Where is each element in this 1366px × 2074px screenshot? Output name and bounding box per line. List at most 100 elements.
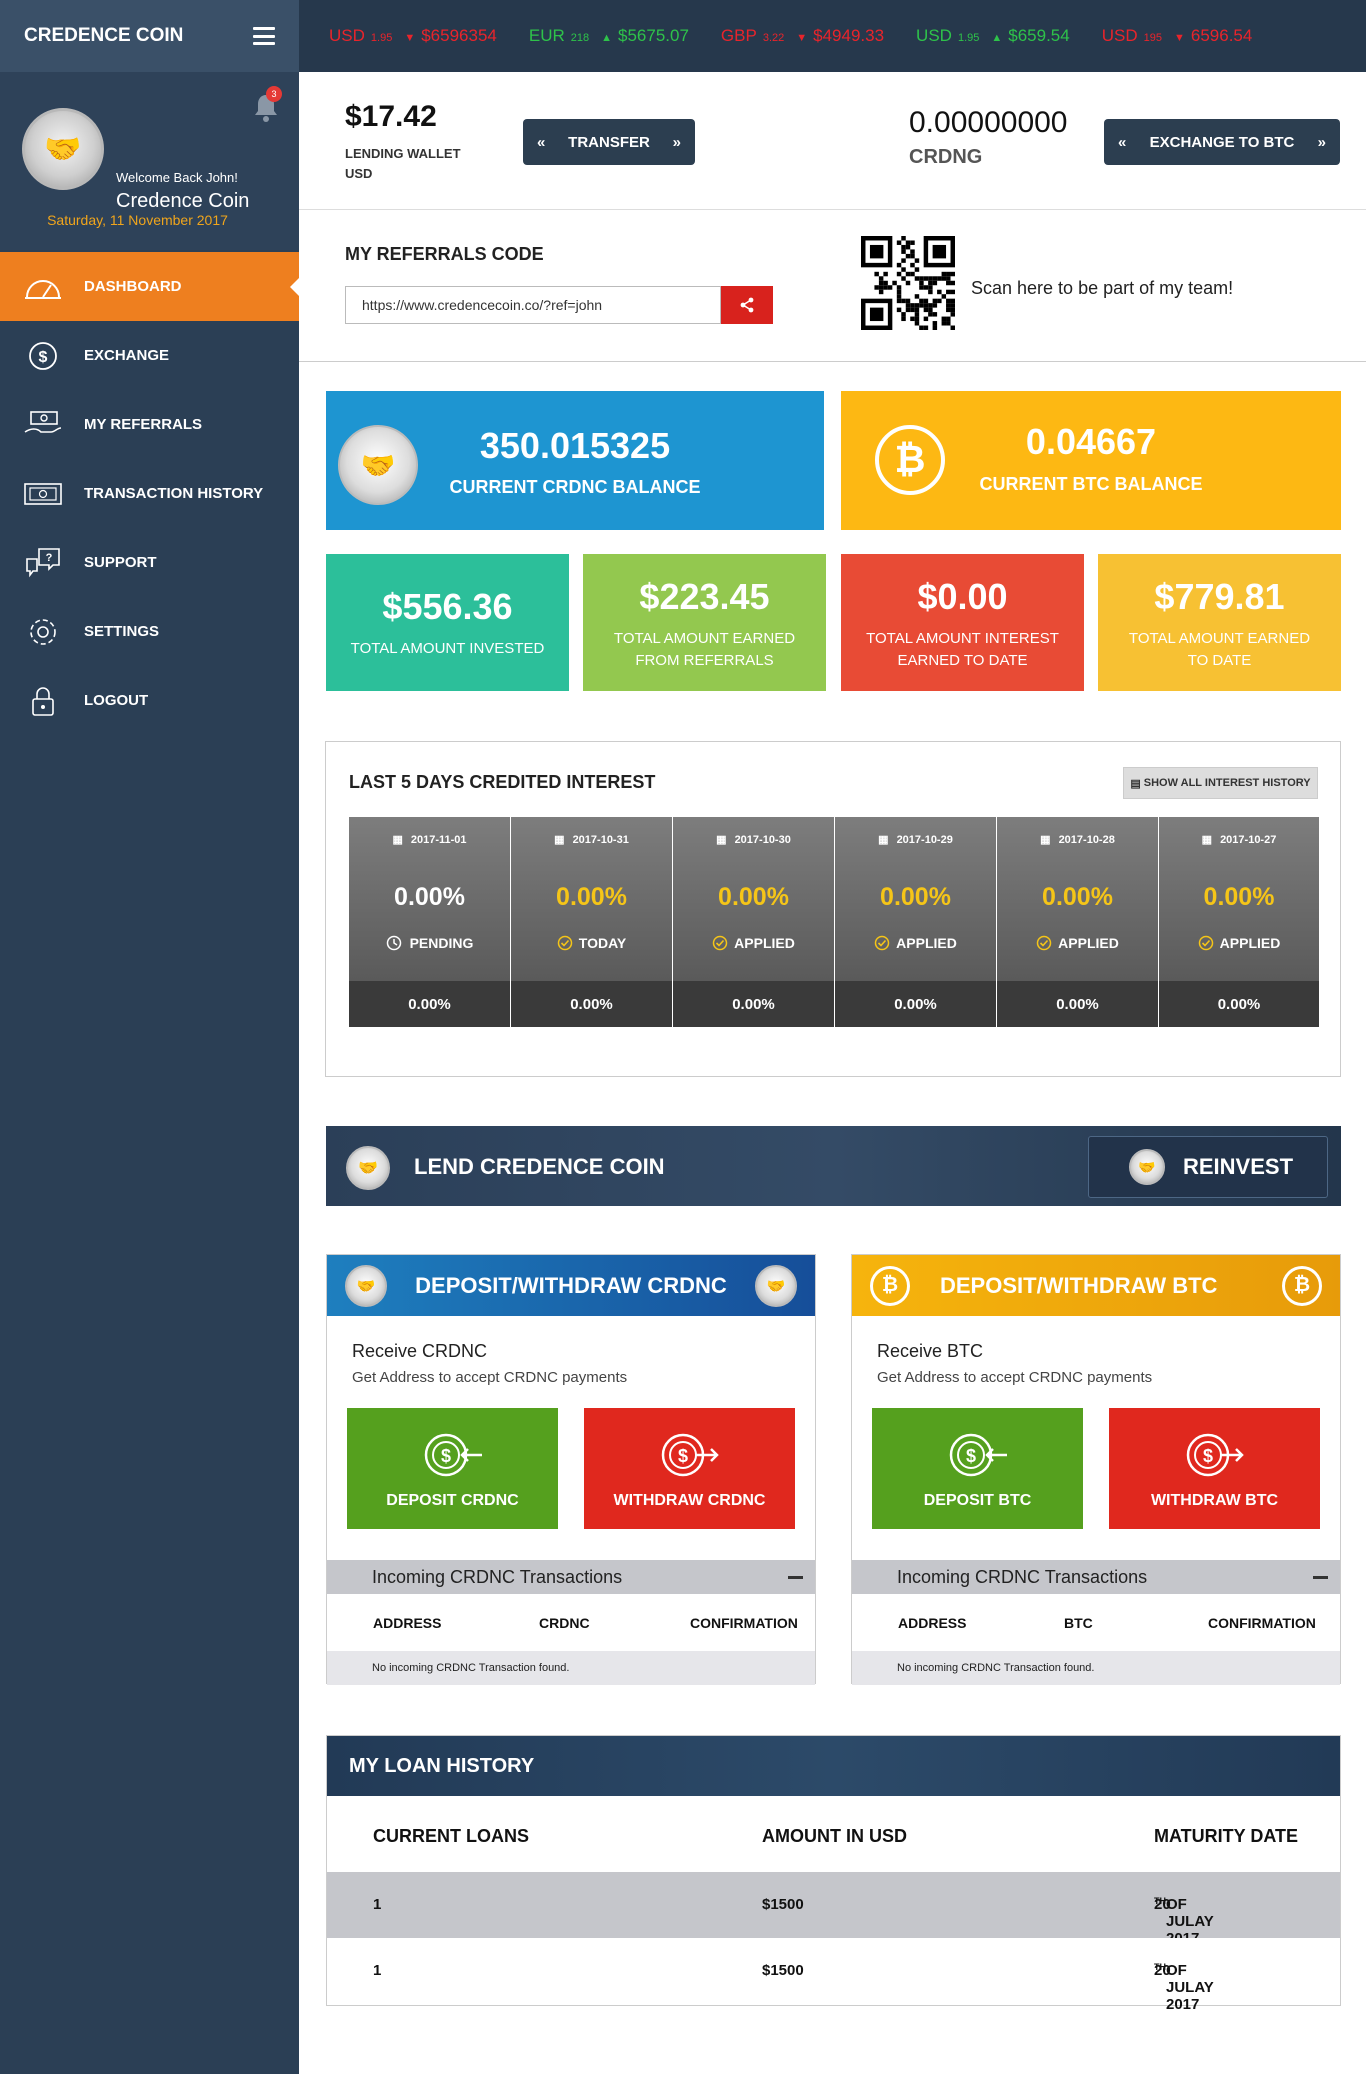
calendar-icon: ▦ xyxy=(878,834,889,846)
exchange-to-btc-button[interactable]: « EXCHANGE TO BTC » xyxy=(1104,119,1340,165)
ticker-change: 1.95 xyxy=(957,32,980,44)
receive-subtitle: Get Address to accept CRDNC payments xyxy=(877,1369,1153,1386)
svg-text:?: ? xyxy=(46,552,53,564)
sidebar-item-label: TRANSACTION HISTORY xyxy=(84,485,264,502)
day-rate: 0.00% xyxy=(718,883,789,911)
incoming-title: Incoming CRDNC Transactions xyxy=(372,1567,623,1587)
ticker-item: GBP 3.22 ▼ $4949.33 xyxy=(721,26,884,46)
deposit-btc-button[interactable]: $ DEPOSIT BTC xyxy=(872,1408,1083,1529)
withdraw-label: WITHDRAW CRDNC xyxy=(613,1492,766,1509)
ticker-currency: USD xyxy=(916,26,952,45)
calendar-icon: ▦ xyxy=(716,834,727,846)
deposit-label: DEPOSIT CRDNC xyxy=(386,1492,519,1509)
btc-panel-title: DEPOSIT/WITHDRAW BTC xyxy=(940,1272,1218,1298)
current-date: Saturday, 11 November 2017 xyxy=(47,212,228,228)
btc-balance-card: ₿ 0.04667 CURRENT BTC BALANCE xyxy=(841,391,1341,530)
sidebar-item-label: SUPPORT xyxy=(84,554,157,571)
stat-label: TOTAL AMOUNT INTEREST EARNED TO DATE xyxy=(866,630,1059,669)
col-address: ADDRESS xyxy=(373,1615,442,1631)
stat-label: TOTAL AMOUNT EARNED TO DATE xyxy=(1128,630,1311,669)
calendar-icon: ▦ xyxy=(392,834,403,846)
ticker-item: EUR 218 ▲ $5675.07 xyxy=(529,26,689,46)
incoming-header[interactable]: Incoming CRDNC Transactions xyxy=(852,1560,1340,1594)
col-confirmation: CONFIRMATION xyxy=(1208,1615,1316,1631)
day-total: 0.00% xyxy=(1159,981,1319,1027)
withdraw-btc-button[interactable]: $ WITHDRAW BTC xyxy=(1109,1408,1320,1529)
crdnc-panel-title: DEPOSIT/WITHDRAW CRDNC xyxy=(415,1272,727,1298)
ticker-change: 1.95 xyxy=(370,32,393,44)
stat-value: $779.81 xyxy=(1154,576,1285,617)
btc-balance-label: CURRENT BTC BALANCE xyxy=(979,474,1203,494)
loan-amount: $1500 xyxy=(762,1896,804,1913)
support-icon: ? xyxy=(22,547,64,578)
btc-panel-header: ₿ DEPOSIT/WITHDRAW BTC ₿ xyxy=(852,1255,1340,1316)
share-button[interactable] xyxy=(721,286,773,324)
withdraw-crdnc-button[interactable]: $ WITHDRAW CRDNC xyxy=(584,1408,795,1529)
sidebar-item-settings[interactable]: SETTINGS xyxy=(0,597,299,666)
stat-card: $0.00 TOTAL AMOUNT INTEREST EARNED TO DAT… xyxy=(841,554,1084,691)
interest-days: ▦ 2017-11-01 0.00% PENDING 0.00% ▦ 2017-10-31 0… xyxy=(349,817,1320,1027)
day-total: 0.00% xyxy=(997,981,1158,1027)
svg-text:$: $ xyxy=(39,349,48,366)
lock-icon xyxy=(22,686,64,716)
document-icon: ▤ xyxy=(1130,777,1141,790)
ticker-change: 218 xyxy=(570,32,590,44)
bitcoin-icon: ₿ xyxy=(1282,1265,1322,1306)
reinvest-button[interactable]: 🤝 REINVEST xyxy=(1088,1136,1328,1198)
sidebar-item-exchange[interactable]: $ EXCHANGE xyxy=(0,321,299,390)
ticker-arrow-icon: ▲ xyxy=(601,32,613,44)
collapse-icon[interactable] xyxy=(788,1576,803,1579)
crdnc-balance-label: CURRENT CRDNC BALANCE xyxy=(449,477,701,497)
loan-count: 1 xyxy=(373,1962,382,1979)
check-circle-icon xyxy=(557,935,573,951)
interest-day: ▦ 2017-10-30 0.00% APPLIED 0.00% xyxy=(673,817,834,1027)
sidebar-nav: DASHBOARD $ EXCHANGE MY REFERRALS TRANSA… xyxy=(0,252,299,735)
withdraw-label: WITHDRAW BTC xyxy=(1150,1492,1279,1509)
referral-url-field[interactable]: https://www.credencecoin.co/?ref=john xyxy=(345,286,721,324)
sidebar-item-referrals[interactable]: MY REFERRALS xyxy=(0,390,299,459)
show-interest-history-button[interactable]: ▤ SHOW ALL INTEREST HISTORY xyxy=(1123,767,1318,799)
sidebar-item-logout[interactable]: LOGOUT xyxy=(0,666,299,735)
sidebar-item-transaction-history[interactable]: TRANSACTION HISTORY xyxy=(0,459,299,528)
svg-text:$: $ xyxy=(966,1446,976,1466)
interest-day: ▦ 2017-11-01 0.00% PENDING 0.00% xyxy=(349,817,510,1027)
dollar-icon: $ xyxy=(22,341,64,371)
avatar: 🤝 xyxy=(22,108,104,190)
collapse-icon[interactable] xyxy=(1313,1576,1328,1579)
day-rate: 0.00% xyxy=(394,883,465,911)
loan-history-title: MY LOAN HISTORY xyxy=(327,1736,1340,1796)
deposit-crdnc-button[interactable]: $ DEPOSIT CRDNC xyxy=(347,1408,558,1529)
loan-amount: $1500 xyxy=(762,1962,804,1979)
chevrons-left-icon: « xyxy=(1118,133,1127,151)
sidebar-item-support[interactable]: ? SUPPORT xyxy=(0,528,299,597)
check-circle-icon xyxy=(1036,935,1052,951)
sidebar-item-label: LOGOUT xyxy=(84,692,149,709)
sidebar-item-dashboard[interactable]: DASHBOARD xyxy=(0,252,299,321)
ticker-arrow-icon: ▼ xyxy=(1173,32,1185,44)
day-rate: 0.00% xyxy=(1203,883,1275,911)
ticker-currency: GBP xyxy=(720,26,757,45)
interest-day: ▦ 2017-10-31 0.00% TODAY 0.00% xyxy=(511,817,672,1027)
chevrons-right-icon: » xyxy=(1317,133,1326,151)
day-rate: 0.00% xyxy=(1042,883,1113,911)
lending-wallet-amount: $17.42 xyxy=(345,100,437,133)
menu-icon[interactable] xyxy=(253,27,275,45)
sidebar-item-label: SETTINGS xyxy=(84,623,160,640)
check-circle-icon xyxy=(1198,935,1213,951)
ticker-value: $6596354 xyxy=(421,26,497,45)
lend-banner: 🤝 LEND CREDENCE COIN 🤝 REINVEST xyxy=(326,1126,1341,1206)
ticker-arrow-icon: ▼ xyxy=(404,32,416,44)
day-total: 0.00% xyxy=(673,981,834,1027)
referrals-title: MY REFERRALS CODE xyxy=(345,244,544,264)
ticker-item: USD 195 ▼ 6596.54 xyxy=(1102,26,1253,46)
day-total: 0.00% xyxy=(511,981,672,1027)
check-circle-icon xyxy=(712,935,728,951)
transfer-button[interactable]: « TRANSFER » xyxy=(523,119,695,165)
day-date: 2017-10-29 xyxy=(896,834,953,846)
profile: 🤝 3 Welcome Back John! Credence Coin Sat… xyxy=(0,72,299,250)
referrals-section: MY REFERRALS CODE https://www.credenceco… xyxy=(299,210,1366,362)
incoming-header[interactable]: Incoming CRDNC Transactions xyxy=(327,1560,815,1594)
sidebar-item-label: MY REFERRALS xyxy=(84,416,203,433)
stat-value: $223.45 xyxy=(639,576,770,617)
